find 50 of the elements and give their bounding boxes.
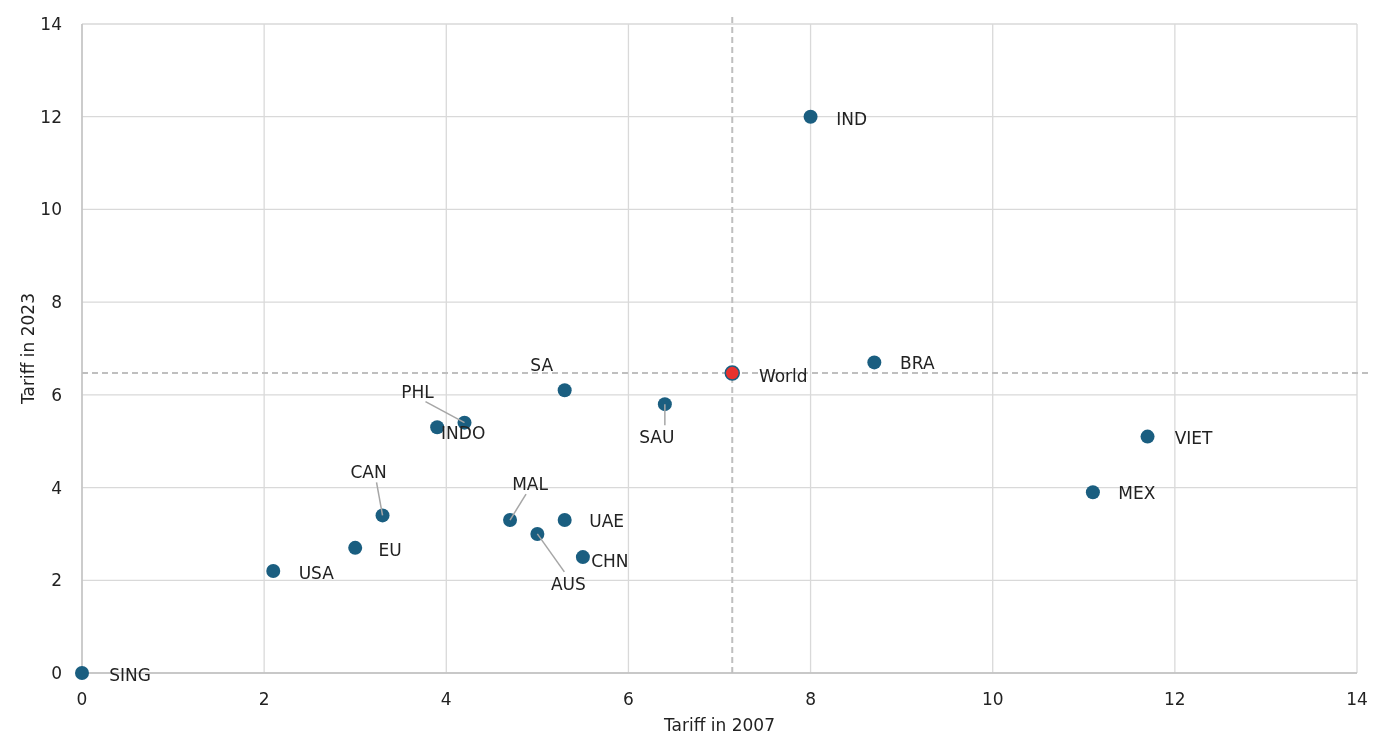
point [557,513,572,528]
y-tick-label: 6 [51,384,62,405]
point [75,666,89,680]
annotation: CHN [591,551,629,572]
y-axis-title: Tariff in 2023 [18,293,38,405]
annotation: SA [530,355,554,376]
point [530,526,545,541]
annotation: VIET [1174,427,1214,448]
annotation: BRA [900,353,935,374]
point [575,550,590,565]
point [1085,485,1100,500]
point [1140,429,1155,444]
annotation: SING [109,665,151,685]
annotation: UAE [589,511,625,532]
annotation: AUS [550,573,586,594]
point [657,397,672,412]
annotation: USA [298,563,335,584]
x-tick-label: 4 [440,689,452,709]
annotation: SAU [639,427,675,448]
y-tick-label: 12 [40,106,62,127]
x-tick-label: 14 [1346,689,1368,709]
x-tick-label: 0 [76,689,88,709]
y-tick-label: 14 [40,14,62,34]
annotation: IND [836,108,867,129]
x-tick-label: 6 [623,689,634,709]
point [557,383,572,398]
point [266,564,281,579]
x-tick-label: 2 [258,689,270,709]
x-axis-title: Tariff in 2007 [663,715,775,735]
y-tick-label: 4 [51,477,62,498]
y-tick-label: 2 [51,570,62,591]
x-tick-label: 10 [981,689,1004,709]
point [348,540,363,555]
annotation: EU [378,539,402,560]
point [724,365,740,381]
annotation: PHL [401,381,435,402]
y-tick-label: 10 [40,199,62,220]
annotation: CAN [350,462,387,483]
y-tick-label: 0 [51,663,62,683]
annotation: MEX [1118,483,1156,504]
point [867,355,882,370]
annotation: MAL [512,474,549,495]
point [375,508,390,523]
point [803,109,818,124]
annotation: INDO [441,423,486,444]
y-tick-label: 8 [51,292,62,313]
x-tick-label: 12 [1164,689,1186,709]
x-tick-label: 8 [805,689,816,709]
point [503,513,518,528]
annotation: World [758,366,808,387]
